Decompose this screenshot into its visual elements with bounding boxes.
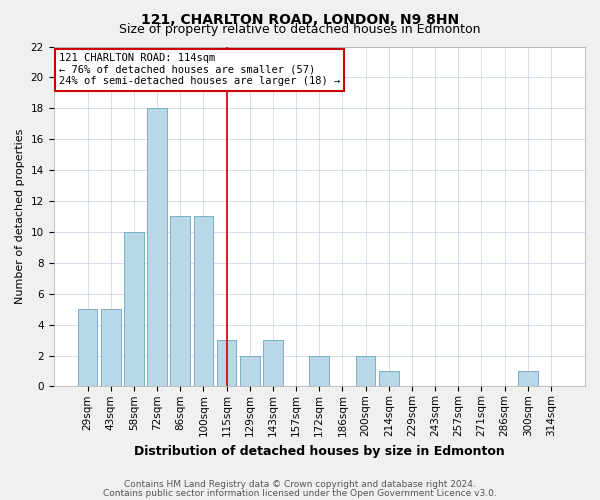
Bar <box>518 371 538 386</box>
Bar <box>170 216 190 386</box>
Bar <box>147 108 167 386</box>
Text: 121 CHARLTON ROAD: 114sqm
← 76% of detached houses are smaller (57)
24% of semi-: 121 CHARLTON ROAD: 114sqm ← 76% of detac… <box>59 54 340 86</box>
Bar <box>240 356 260 386</box>
Text: Contains public sector information licensed under the Open Government Licence v3: Contains public sector information licen… <box>103 488 497 498</box>
Bar <box>77 309 97 386</box>
X-axis label: Distribution of detached houses by size in Edmonton: Distribution of detached houses by size … <box>134 444 505 458</box>
Text: 121, CHARLTON ROAD, LONDON, N9 8HN: 121, CHARLTON ROAD, LONDON, N9 8HN <box>141 12 459 26</box>
Text: Contains HM Land Registry data © Crown copyright and database right 2024.: Contains HM Land Registry data © Crown c… <box>124 480 476 489</box>
Bar <box>101 309 121 386</box>
Bar <box>194 216 213 386</box>
Text: Size of property relative to detached houses in Edmonton: Size of property relative to detached ho… <box>119 22 481 36</box>
Bar <box>379 371 398 386</box>
Bar <box>356 356 376 386</box>
Y-axis label: Number of detached properties: Number of detached properties <box>15 129 25 304</box>
Bar <box>124 232 144 386</box>
Bar <box>217 340 236 386</box>
Bar <box>310 356 329 386</box>
Bar <box>263 340 283 386</box>
